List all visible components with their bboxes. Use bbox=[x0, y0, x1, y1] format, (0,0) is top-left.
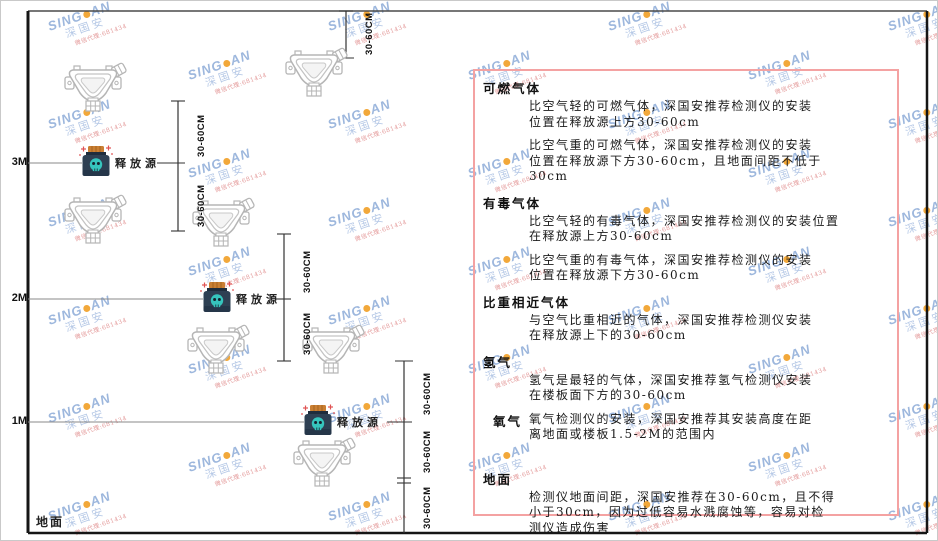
height-axis-label: 3M bbox=[11, 156, 27, 168]
panel-paragraph-line: 位置在释放源下方30-60cm bbox=[529, 268, 701, 282]
dimension-label: 30-60CM bbox=[302, 312, 313, 355]
ground-label: 地面 bbox=[36, 515, 65, 529]
release-source-icon bbox=[300, 403, 336, 436]
panel-section-heading: 氧气 bbox=[493, 413, 523, 429]
panel-section-4: 氧气 氧气检测仪的安装，深国安推荐其安装高度在距 离地面或楼板1.5-2M的范围内 bbox=[483, 412, 889, 443]
panel-paragraph-line: 检测仪地面间距，深国安推荐在30-60cm，且不得 bbox=[529, 489, 836, 504]
panel-paragraph-line: 在释放源上下的30-60cm bbox=[529, 328, 687, 342]
panel-paragraph-line: 离地面或楼板1.5-2M的范围内 bbox=[529, 427, 717, 441]
dimension-label: 30-60CM bbox=[196, 184, 207, 227]
panel-paragraph: 比空气轻的有毒气体，深国安推荐检测仪的安装位置 在释放源上方30-60cm bbox=[529, 214, 889, 245]
height-axis-label: 2M bbox=[11, 292, 27, 304]
gas-detector-icon bbox=[187, 323, 251, 374]
panel-section-0: 可燃气体比空气轻的可燃气体，深国安推荐检测仪的安装 位置在释放源上方30-60cm… bbox=[483, 78, 889, 185]
gas-detector-icon bbox=[293, 436, 357, 487]
dimension-label: 30-60CM bbox=[302, 250, 313, 293]
panel-paragraph-line: 小于30cm，因为过低容易水溅腐蚀等，容易对检 bbox=[529, 505, 825, 519]
panel-paragraph-line: 位置在释放源上方30-60cm bbox=[529, 114, 701, 129]
panel-paragraph-line: 在楼板面下方的30-60cm bbox=[529, 388, 687, 402]
panel-paragraph: 比空气重的可燃气体，深国安推荐检测仪的安装 位置在释放源下方30-60cm，且地面… bbox=[529, 138, 889, 185]
panel-section-2: 比重相近气体与空气比重相近的气体，深国安推荐检测仪安装 在释放源上下的30-60c… bbox=[483, 292, 889, 344]
height-axis-label: 1M bbox=[11, 415, 27, 427]
release-source-label: 释放源 bbox=[236, 293, 281, 306]
release-source-icon bbox=[78, 144, 114, 177]
gas-detector-icon bbox=[285, 46, 349, 97]
panel-paragraph-line: 氧气检测仪的安装，深国安推荐其安装高度在距 bbox=[529, 411, 813, 426]
panel-section-heading: 氢气 bbox=[483, 354, 513, 370]
gas-detector-icon bbox=[64, 61, 128, 112]
panel-paragraph-line: 比空气重的有毒气体，深国安推荐检测仪的安装 bbox=[529, 252, 813, 267]
panel-section-5: 地面 检测仪地面间距，深国安推荐在30-60cm，且不得 小于30cm，因为过低容易… bbox=[483, 469, 889, 537]
panel-paragraph-line: 比空气轻的可燃气体，深国安推荐检测仪的安装 bbox=[529, 99, 813, 113]
panel-paragraph-line: 30cm bbox=[529, 169, 569, 183]
panel-paragraph: 检测仪地面间距，深国安推荐在30-60cm，且不得 小于30cm，因为过低容易水溅… bbox=[529, 490, 889, 537]
panel-section-heading: 地面 bbox=[483, 471, 513, 487]
panel-paragraph-line: 比空气重的可燃气体，深国安推荐检测仪的安装 bbox=[529, 138, 813, 152]
panel-paragraph: 与空气比重相近的气体，深国安推荐检测仪安装 在释放源上下的30-60cm bbox=[529, 313, 889, 344]
panel-paragraph: 比空气重的有毒气体，深国安推荐检测仪的安装 位置在释放源下方30-60cm bbox=[529, 253, 889, 284]
installation-info-panel: 可燃气体比空气轻的可燃气体，深国安推荐检测仪的安装 位置在释放源上方30-60cm… bbox=[473, 69, 899, 535]
panel-paragraph-line: 位置在释放源下方30-60cm，且地面间距不低于 bbox=[529, 153, 822, 168]
dimension-label: 30-60CM bbox=[196, 114, 207, 157]
panel-paragraph-line: 与空气比重相近的气体，深国安推荐检测仪安装 bbox=[529, 312, 813, 327]
panel-paragraph-line: 氢气是最轻的气体，深国安推荐氢气检测仪安装 bbox=[529, 372, 813, 387]
panel-paragraph-line: 比空气轻的有毒气体，深国安推荐检测仪的安装位置 bbox=[529, 213, 840, 228]
gas-detector-icon bbox=[64, 193, 128, 244]
panel-paragraph: 氧气检测仪的安装，深国安推荐其安装高度在距 离地面或楼板1.5-2M的范围内 bbox=[529, 412, 889, 443]
panel-paragraph-line: 在释放源上方30-60cm bbox=[529, 229, 674, 243]
panel-paragraph-line: 测仪造成伤害 bbox=[529, 520, 611, 535]
panel-section-1: 有毒气体比空气轻的有毒气体，深国安推荐检测仪的安装位置 在释放源上方30-60cm… bbox=[483, 193, 889, 284]
release-source-label: 释放源 bbox=[337, 416, 382, 429]
panel-section-heading: 比重相近气体 bbox=[483, 294, 571, 310]
dimension-label: 30-60CM bbox=[422, 430, 433, 473]
panel-section-heading: 可燃气体 bbox=[483, 81, 542, 96]
dimension-label: 30-60CM bbox=[422, 372, 433, 415]
dimension-label: 30-60CM bbox=[364, 12, 375, 55]
panel-section-heading: 有毒气体 bbox=[483, 195, 542, 211]
panel-paragraph: 比空气轻的可燃气体，深国安推荐检测仪的安装 位置在释放源上方30-60cm bbox=[529, 99, 889, 130]
release-source-icon bbox=[199, 280, 235, 313]
dimension-label: 30-60CM bbox=[422, 486, 433, 529]
panel-section-3: 氢气 氢气是最轻的气体，深国安推荐氢气检测仪安装 在楼板面下方的30-60cm bbox=[483, 352, 889, 404]
release-source-label: 释放源 bbox=[115, 157, 160, 170]
panel-paragraph: 氢气是最轻的气体，深国安推荐氢气检测仪安装 在楼板面下方的30-60cm bbox=[529, 373, 889, 404]
